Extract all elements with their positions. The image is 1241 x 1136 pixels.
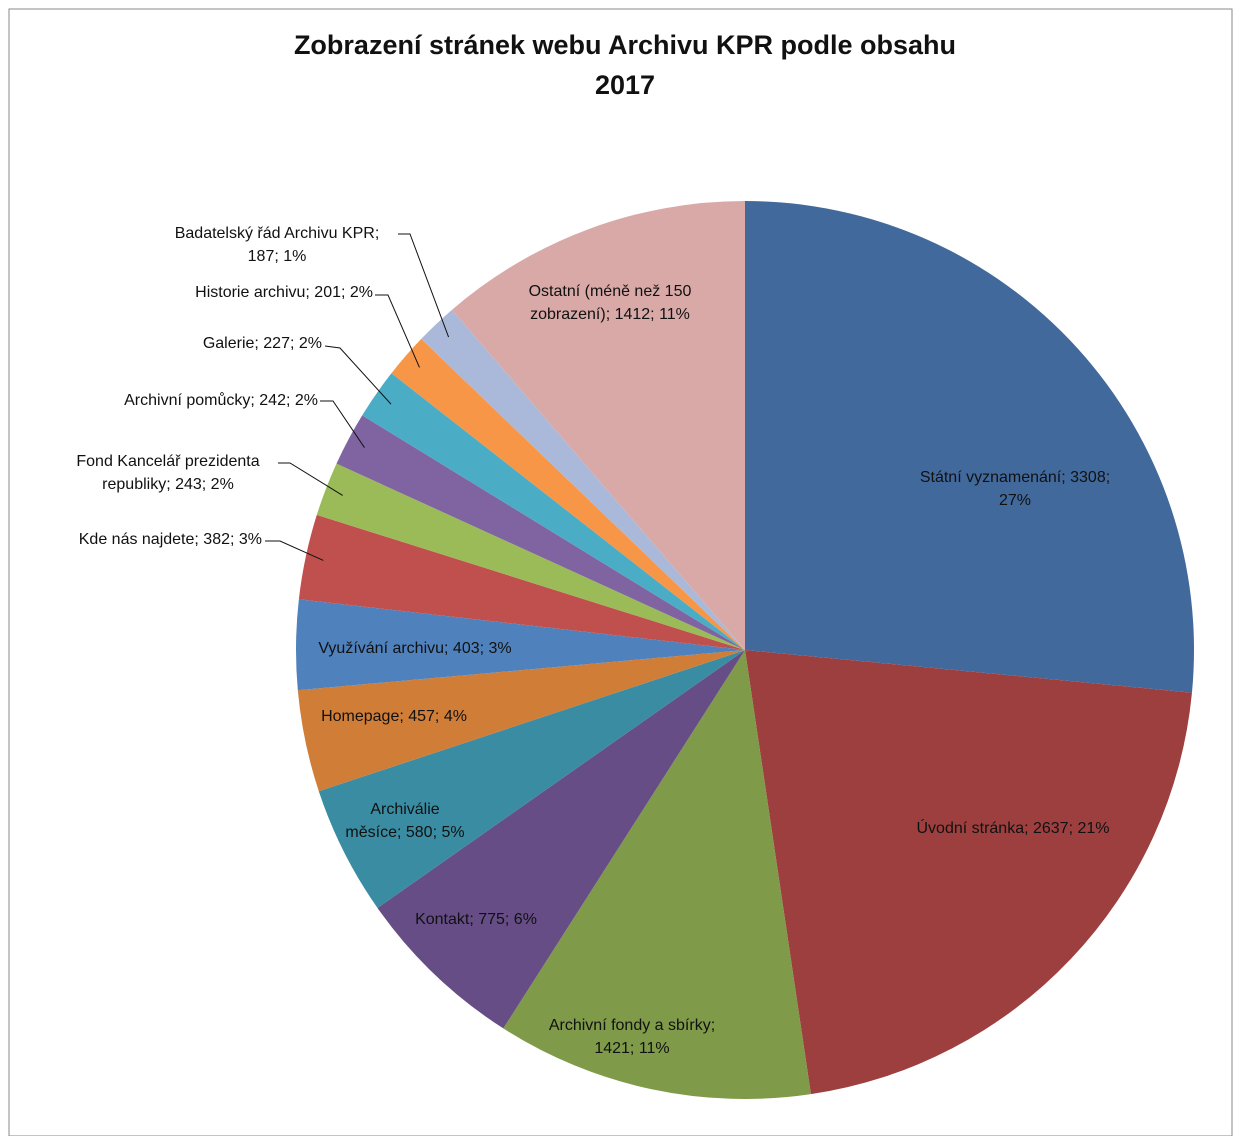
data-label: měsíce; 580; 5% (345, 824, 464, 841)
pie-slice (421, 309, 745, 650)
pie-slice (745, 650, 1192, 1095)
data-label: Fond Kancelář prezidenta (76, 453, 259, 470)
leader-line (278, 462, 343, 496)
data-label: republiky; 243; 2% (102, 476, 234, 493)
data-label: 1421; 11% (594, 1040, 669, 1057)
chart-title: Zobrazení stránek webu Archivu KPR podle… (294, 30, 956, 60)
data-label: Galerie; 227; 2% (203, 335, 322, 352)
data-label: zobrazení); 1412; 11% (530, 306, 690, 323)
leader-line (375, 294, 420, 368)
data-label: Využívání archivu; 403; 3% (318, 640, 511, 657)
data-label: Archivní pomůcky; 242; 2% (124, 391, 318, 409)
leader-line (398, 233, 450, 338)
data-label: Archiválie (370, 801, 439, 818)
pie-slice (745, 201, 1194, 693)
data-label: Archivní fondy a sbírky; (549, 1017, 715, 1034)
chart-title: 2017 (595, 70, 655, 100)
leader-line (320, 400, 365, 448)
data-label: Badatelský řád Archivu KPR; (175, 225, 380, 242)
data-label: Ostatní (méně než 150 (529, 283, 692, 300)
pie-slice (362, 373, 745, 650)
data-label: Kontakt; 775; 6% (415, 911, 537, 928)
pie-slice (296, 599, 745, 691)
pie-slice (297, 650, 745, 792)
data-label: Kde nás najdete; 382; 3% (79, 531, 262, 548)
pie-slice (318, 650, 745, 908)
pie-slice (316, 463, 745, 650)
pie-slice (377, 650, 745, 1029)
data-label: Homepage; 457; 4% (321, 708, 467, 725)
data-label: 27% (999, 492, 1031, 509)
pie-slice (336, 415, 745, 650)
pie-slice (391, 338, 745, 650)
leader-line (324, 345, 392, 405)
data-label: Úvodní stránka; 2637; 21% (916, 818, 1109, 837)
pie-slice (298, 514, 745, 650)
data-label: Historie archivu; 201; 2% (195, 284, 373, 301)
pie-slice (503, 650, 811, 1099)
data-label: 187; 1% (248, 248, 307, 265)
data-label: Státní vyznamenání; 3308; (920, 469, 1110, 486)
leader-line (265, 540, 324, 561)
pie-slice (451, 201, 745, 650)
